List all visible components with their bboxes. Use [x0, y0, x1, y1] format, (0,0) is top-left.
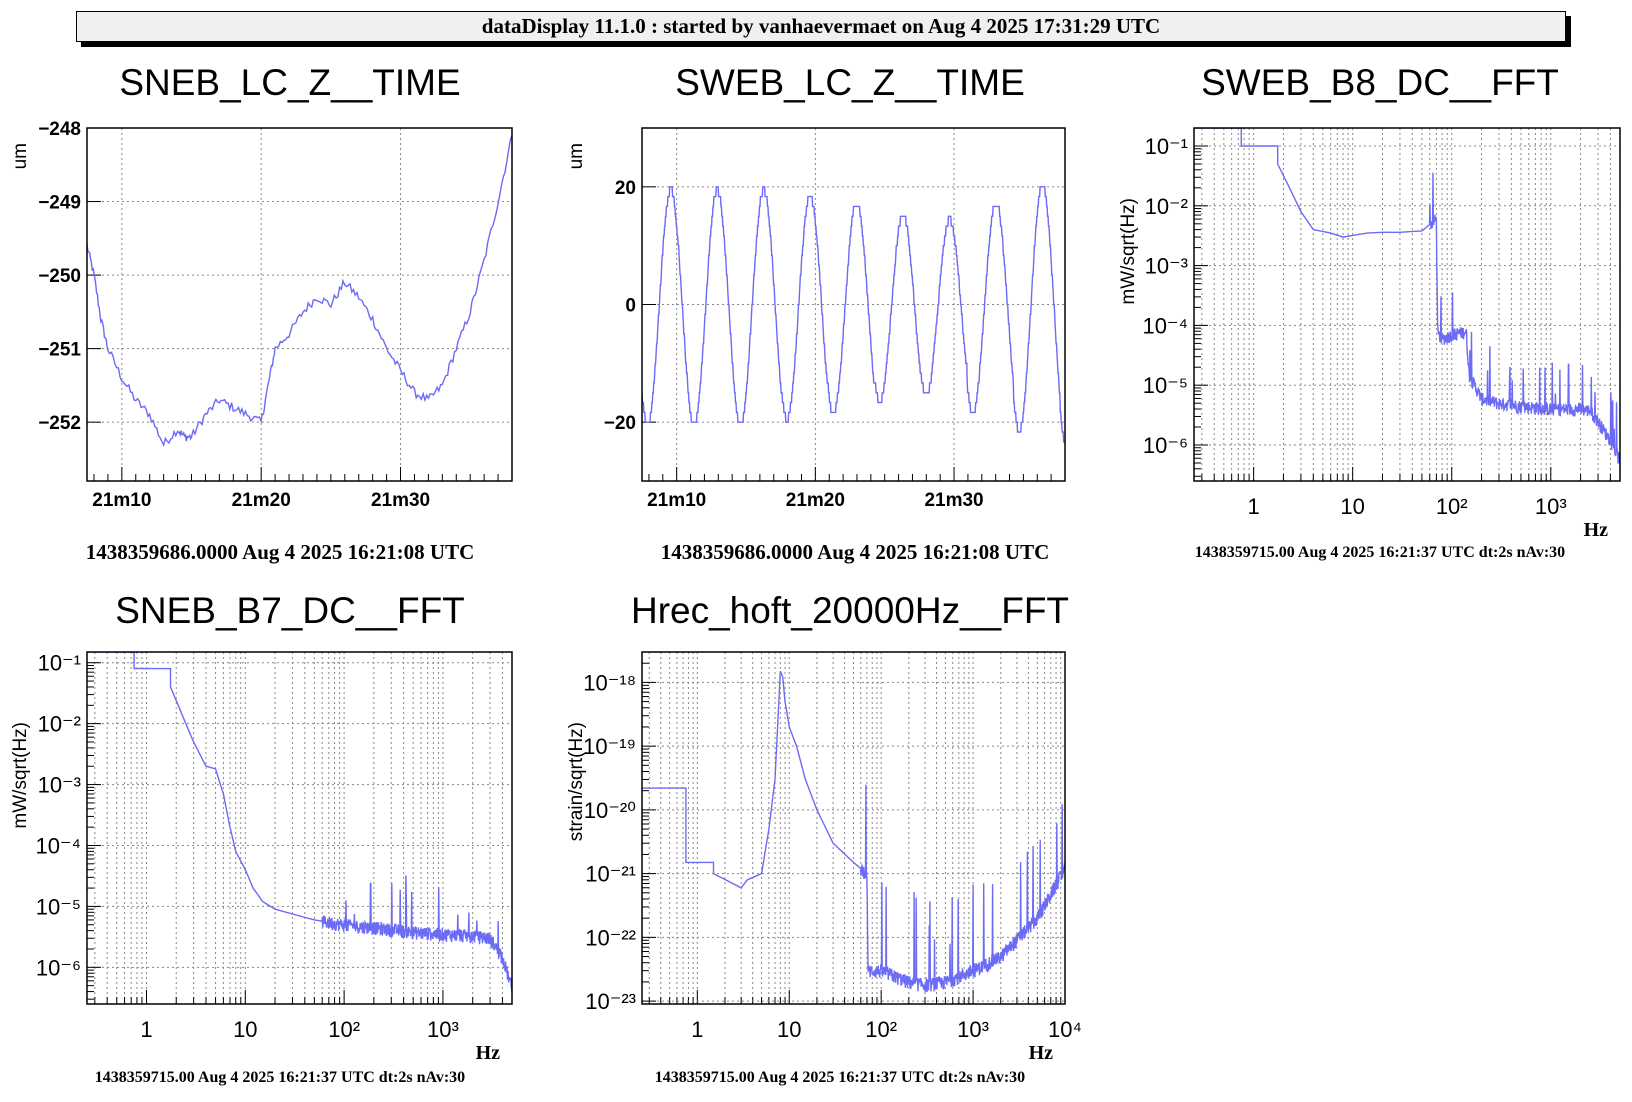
- y-tick-label: 10⁻⁶: [1143, 433, 1188, 458]
- panel-title-3: SWEB_B8_DC__FFT: [1201, 62, 1559, 103]
- x-axis-label: Hz: [476, 1042, 501, 1064]
- x-tick-label: 10: [233, 1017, 257, 1042]
- y-tick-label: 10⁻¹: [1145, 134, 1188, 159]
- series-line: [642, 186, 1065, 443]
- x-tick-label: 10³: [1535, 494, 1567, 519]
- x-tick-label: 21m30: [924, 490, 983, 511]
- y-axis-label: um: [566, 143, 587, 169]
- panel-footer-3: 1438359715.00 Aug 4 2025 16:21:37 UTC dt…: [1194, 544, 1566, 561]
- x-tick-label: 10⁴: [1048, 1017, 1082, 1042]
- series-group: [87, 135, 512, 448]
- y-tick-label: 10⁻⁵: [1143, 373, 1188, 398]
- series-group: [642, 186, 1065, 443]
- plot-frame: [641, 651, 1066, 1005]
- plot-frame: [86, 651, 513, 1005]
- y-tick-label: 10⁻⁴: [35, 833, 81, 858]
- y-tick-label: 10⁻⁴: [1142, 313, 1188, 338]
- panel-footer-4: 1438359715.00 Aug 4 2025 16:21:37 UTC dt…: [94, 1069, 466, 1086]
- x-tick-label: 21m20: [232, 490, 291, 511]
- x-tick-label: 10²: [865, 1017, 897, 1042]
- series-line: [87, 652, 512, 992]
- panel-title-4: SNEB_B7_DC__FFT: [115, 590, 465, 631]
- x-tick-label: 1: [1248, 494, 1260, 519]
- series-line: [642, 670, 1065, 993]
- y-tick-label: 10⁻²: [1145, 194, 1188, 219]
- x-axis-label: Hz: [1029, 1042, 1054, 1064]
- y-tick-label: −250: [38, 266, 81, 287]
- y-axis-label: mW/sqrt(Hz): [1118, 198, 1139, 305]
- x-tick-label: 1: [691, 1017, 703, 1042]
- y-tick-label: 10⁻¹⁹: [583, 734, 636, 759]
- y-tick-label: 10⁻³: [1145, 254, 1188, 279]
- y-axis-label: um: [10, 143, 31, 169]
- y-tick-label: 10⁻⁶: [36, 955, 81, 980]
- panel-title-1: SNEB_LC_Z__TIME: [119, 62, 461, 103]
- y-tick-label: 10⁻²¹: [585, 862, 636, 887]
- y-tick-label: −249: [38, 193, 81, 214]
- panel-footer-2: 1438359686.0000 Aug 4 2025 16:21:08 UTC: [660, 540, 1050, 564]
- y-tick-label: 10⁻²²: [585, 925, 636, 950]
- y-tick-label: 10⁻²³: [585, 989, 636, 1014]
- x-tick-label: 10³: [427, 1017, 459, 1042]
- x-axis-label: Hz: [1584, 519, 1609, 541]
- x-tick-label: 10: [777, 1017, 801, 1042]
- series-group: [1194, 128, 1620, 465]
- y-axis-label: mW/sqrt(Hz): [10, 722, 31, 829]
- plot-frame: [86, 127, 513, 482]
- y-tick-label: 10⁻⁵: [36, 894, 81, 919]
- y-tick-label: 10⁻¹⁸: [583, 670, 636, 695]
- y-tick-label: −248: [38, 119, 81, 140]
- x-tick-label: 21m10: [92, 490, 151, 511]
- y-tick-label: 20: [615, 178, 636, 199]
- y-tick-label: 10⁻²⁰: [584, 798, 636, 823]
- x-tick-label: 21m10: [647, 490, 706, 511]
- x-tick-label: 10³: [957, 1017, 989, 1042]
- x-tick-label: 21m20: [786, 490, 845, 511]
- x-tick-label: 10: [1340, 494, 1364, 519]
- y-tick-label: 10⁻²: [38, 712, 81, 737]
- panel-title-2: SWEB_LC_Z__TIME: [675, 62, 1025, 103]
- y-axis-label: strain/sqrt(Hz): [566, 722, 587, 841]
- series-group: [87, 652, 512, 992]
- y-tick-label: −20: [604, 413, 636, 434]
- x-tick-label: 10²: [1436, 494, 1468, 519]
- x-tick-label: 1: [140, 1017, 152, 1042]
- y-tick-label: −252: [38, 413, 81, 434]
- series-group: [642, 670, 1065, 993]
- plot-frame: [641, 127, 1066, 482]
- app-header: dataDisplay 11.1.0 : started by vanhaeve…: [76, 11, 1566, 42]
- y-tick-label: 0: [625, 296, 636, 317]
- panel-footer-1: 1438359686.0000 Aug 4 2025 16:21:08 UTC: [85, 540, 475, 564]
- x-tick-label: 21m30: [371, 490, 430, 511]
- panel-footer-5: 1438359715.00 Aug 4 2025 16:21:37 UTC dt…: [654, 1069, 1026, 1086]
- panel-title-5: Hrec_hoft_20000Hz__FFT: [630, 590, 1070, 631]
- series-line: [87, 135, 512, 448]
- x-tick-label: 10²: [328, 1017, 360, 1042]
- y-tick-label: 10⁻¹: [38, 651, 81, 676]
- y-tick-label: 10⁻³: [38, 773, 81, 798]
- plot-frame: [1193, 127, 1621, 482]
- y-tick-label: −251: [38, 340, 81, 361]
- series-line: [1194, 128, 1620, 465]
